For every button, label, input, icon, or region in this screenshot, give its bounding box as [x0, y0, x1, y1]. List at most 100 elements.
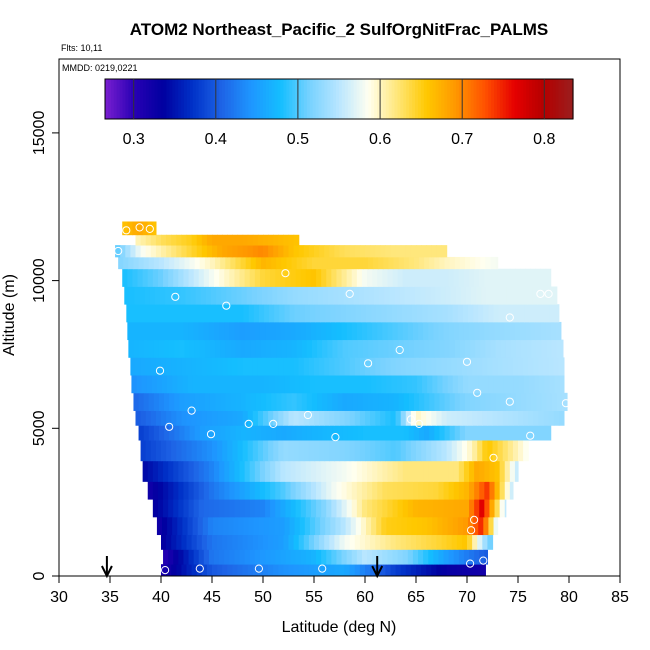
heatmap-cell	[183, 460, 190, 482]
heatmap-cell	[472, 534, 478, 550]
heatmap-cell	[188, 268, 195, 287]
heatmap-cell	[372, 460, 378, 482]
heatmap-cell	[372, 499, 378, 518]
heatmap-cell	[270, 321, 276, 341]
heatmap-cell	[143, 425, 150, 441]
heatmap-cell	[138, 256, 145, 270]
heatmap-cell	[389, 286, 396, 305]
heatmap-cell	[300, 549, 307, 565]
heatmap-cell	[299, 304, 306, 323]
heatmap-cell	[193, 481, 200, 500]
heatmap-cell	[161, 440, 167, 462]
heatmap-cell	[503, 375, 510, 394]
heatmap-cell	[385, 245, 392, 258]
heatmap-cell	[206, 534, 213, 550]
heatmap-cell	[459, 425, 466, 441]
heatmap-cell	[449, 425, 456, 441]
heatmap-cell	[314, 357, 320, 376]
heatmap-cell	[220, 339, 226, 358]
heatmap-cell	[316, 268, 322, 287]
heatmap-cell	[182, 304, 189, 323]
heatmap-cell	[361, 321, 368, 341]
heatmap-cell	[201, 564, 208, 577]
heatmap-cell	[355, 516, 362, 536]
heatmap-cell	[195, 286, 202, 305]
heatmap-cell	[489, 499, 496, 518]
heatmap-cell	[449, 339, 456, 358]
heatmap-cell	[133, 392, 140, 411]
heatmap-cell	[201, 245, 208, 258]
heatmap-cell	[486, 286, 493, 305]
heatmap-cell	[263, 440, 269, 462]
heatmap-cell	[344, 564, 351, 577]
colorbar-segment	[245, 79, 249, 119]
heatmap-cell	[441, 410, 448, 426]
heatmap-cell	[405, 245, 412, 258]
heatmap-cell	[365, 564, 371, 577]
heatmap-cell	[409, 286, 416, 305]
heatmap-cell	[238, 516, 245, 536]
heatmap-cell	[271, 256, 277, 270]
heatmap-cell	[470, 425, 476, 441]
heatmap-cell	[529, 304, 535, 323]
heatmap-cell	[351, 460, 358, 482]
heatmap-cell	[188, 321, 195, 341]
heatmap-cell	[558, 357, 565, 376]
heatmap-cell	[484, 549, 488, 565]
heatmap-cell	[372, 321, 378, 341]
heatmap-cell	[370, 357, 376, 376]
heatmap-cell	[326, 460, 332, 482]
heatmap-cell	[131, 375, 138, 394]
heatmap-cell	[244, 268, 251, 287]
colorbar-segment	[271, 79, 276, 119]
heatmap-cell	[330, 516, 337, 536]
heatmap-cell	[544, 304, 551, 323]
heatmap-cell	[122, 221, 128, 236]
data-point	[473, 388, 482, 397]
heatmap-cell	[332, 256, 339, 270]
heatmap-cell	[549, 304, 556, 323]
heatmap-cell	[531, 425, 537, 441]
heatmap-cell	[479, 460, 485, 482]
heatmap-cell	[469, 321, 475, 341]
colorbar-segment	[303, 79, 308, 119]
heatmap-cell	[178, 321, 185, 341]
heatmap-cell	[179, 339, 186, 358]
heatmap-cell	[152, 460, 159, 482]
heatmap-cell	[230, 425, 237, 441]
heatmap-cell	[244, 499, 251, 518]
heatmap-cell	[259, 499, 266, 518]
heatmap-cell	[229, 549, 236, 565]
heatmap-cell	[173, 460, 179, 482]
heatmap-cell	[250, 339, 257, 358]
data-point	[195, 564, 204, 573]
heatmap-cell	[468, 375, 474, 394]
heatmap-cell	[216, 286, 222, 305]
heatmap-cell	[383, 425, 390, 441]
heatmap-cell	[130, 357, 137, 376]
heatmap-cell	[249, 499, 256, 518]
heatmap-cells	[115, 221, 568, 577]
heatmap-cell	[325, 375, 331, 394]
heatmap-cell	[447, 375, 454, 394]
heatmap-cell	[238, 304, 245, 323]
heatmap-cell	[140, 245, 147, 258]
heatmap-cell	[477, 357, 483, 376]
heatmap-cell	[314, 564, 320, 577]
heatmap-cell	[245, 425, 252, 441]
heatmap-cell	[260, 256, 267, 270]
heatmap-cell	[368, 392, 374, 411]
heatmap-cell	[157, 460, 164, 482]
heatmap-cell	[291, 339, 298, 358]
colorbar-segment	[461, 79, 466, 119]
heatmap-cell	[219, 481, 225, 500]
heatmap-cell	[128, 256, 135, 270]
heatmap-cell	[209, 339, 216, 358]
heatmap-cell	[461, 357, 468, 376]
heatmap-cell	[206, 234, 213, 246]
heatmap-cell	[441, 564, 448, 577]
heatmap-cell	[225, 256, 231, 270]
heatmap-cell	[421, 534, 427, 550]
heatmap-cell	[353, 286, 360, 305]
heatmap-cell	[289, 516, 296, 536]
